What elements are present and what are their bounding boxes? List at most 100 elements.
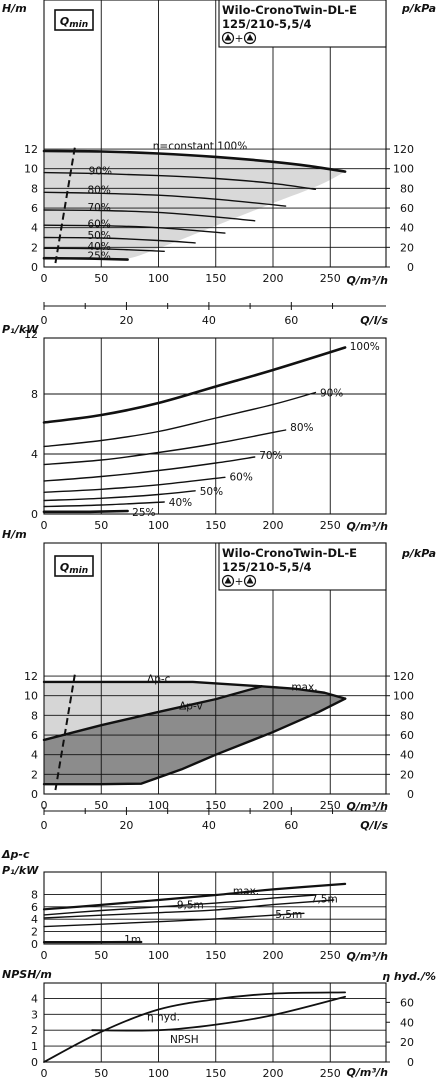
pump-icon-arrow xyxy=(224,34,232,41)
x-tick-label: 250 xyxy=(320,272,341,285)
title-box xyxy=(218,542,387,591)
x-tick-label: 50 xyxy=(94,949,108,962)
x-tick-label: 150 xyxy=(205,949,226,962)
qmin-box xyxy=(54,555,94,577)
secondary-x-tick-label: 60 xyxy=(284,819,298,832)
y-axis-title: H/m xyxy=(2,528,27,541)
y-tick-label: 0 xyxy=(31,1056,38,1069)
title-line-2: 125/210-5,5/4 xyxy=(222,17,312,31)
pump-icon-arrow xyxy=(246,34,254,41)
x-axis-title: Q/m³/h xyxy=(347,520,389,533)
x-tick-label: 250 xyxy=(320,519,341,532)
x-tick-label: 250 xyxy=(320,1067,341,1080)
x-axis-title: Q/m³/h xyxy=(347,950,389,963)
x-axis-title: Q/m³/h xyxy=(347,800,389,813)
secondary-x-tick-label: 40 xyxy=(202,819,216,832)
y-tick-label: 12 xyxy=(24,143,38,156)
series-9,5m xyxy=(43,894,317,916)
series-90% xyxy=(43,391,317,448)
y-tick-label: 0 xyxy=(31,261,38,274)
y-axis-title: H/m xyxy=(2,2,27,15)
series-70% xyxy=(43,209,256,222)
title-line-1: Wilo-CronoTwin-DL-E xyxy=(222,546,357,560)
y-tick-label: 12 xyxy=(24,328,38,341)
x-tick-label: 50 xyxy=(94,519,108,532)
y-tick-label: 4 xyxy=(31,749,38,762)
series-60% xyxy=(43,224,226,234)
series-Δp-v xyxy=(42,685,263,742)
x-tick-label: 150 xyxy=(205,272,226,285)
y-right-axis-title: p/kPa xyxy=(401,547,436,560)
qmin-box xyxy=(54,9,94,31)
plot-frame xyxy=(43,982,387,1063)
series-5,5m xyxy=(43,912,305,928)
curve-label: 90% xyxy=(89,166,112,178)
y-tick-label: 4 xyxy=(31,222,38,235)
x-tick-label: 250 xyxy=(320,949,341,962)
curve-label: 25% xyxy=(132,507,155,519)
curve-label: NPSH xyxy=(170,1034,199,1046)
y-right-tick-label: 20 xyxy=(400,768,414,781)
plus-sign: + xyxy=(235,33,244,45)
y-tick-label: 4 xyxy=(31,913,38,926)
curve-label: 9,5m xyxy=(177,899,204,911)
title-line-2: 125/210-5,5/4 xyxy=(222,560,312,574)
pump-icon-arrow xyxy=(246,577,254,584)
x-tick-label: 50 xyxy=(94,799,108,812)
y-tick-label: 2 xyxy=(31,1024,38,1037)
chart-1: 0 50 100 150 200 250024681012020406080100120H… xyxy=(2,0,436,327)
x-tick-label: 200 xyxy=(263,799,284,812)
series-η hyd. xyxy=(43,991,346,1063)
qmin-line xyxy=(54,146,76,264)
y-axis-title: Δp-c xyxy=(1,848,30,861)
y-right-tick-label: 0 xyxy=(407,1056,414,1069)
curve-label: Δp-v xyxy=(179,701,203,713)
x-tick-label: 0 xyxy=(41,1067,48,1080)
series-NPSH xyxy=(91,995,346,1032)
y-tick-label: 8 xyxy=(31,182,38,195)
series-50% xyxy=(43,236,196,244)
series-80% xyxy=(43,191,287,207)
curve-label: 60% xyxy=(229,472,252,484)
x-tick-label: 0 xyxy=(41,949,48,962)
series-max. xyxy=(42,882,347,911)
series-25% xyxy=(42,509,129,514)
y-right-tick-label: 20 xyxy=(400,241,414,254)
curve-label: 50% xyxy=(88,230,111,242)
y-right-tick-label: 80 xyxy=(400,182,414,195)
curve-label: 60% xyxy=(88,219,111,231)
series-40% xyxy=(43,247,165,252)
y-right-tick-label: 40 xyxy=(400,749,414,762)
y-right-tick-label: 40 xyxy=(400,222,414,235)
plot-frame xyxy=(43,337,387,515)
y-right-tick-label: 60 xyxy=(400,996,414,1009)
plot-frame xyxy=(43,542,387,795)
series-50% xyxy=(43,490,196,502)
curve-label: 80% xyxy=(290,422,313,434)
series-80% xyxy=(43,429,287,466)
min-curve xyxy=(42,697,347,786)
y-axis-title-line2: P₁/kW xyxy=(2,864,39,877)
x-tick-label: 150 xyxy=(205,519,226,532)
secondary-x-tick-label: 60 xyxy=(284,314,298,327)
secondary-x-tick-label: 0 xyxy=(41,314,48,327)
y-right-tick-label: 20 xyxy=(400,1036,414,1049)
y-right-tick-label: 120 xyxy=(393,143,414,156)
curve-label: 70% xyxy=(259,450,282,462)
y-tick-label: 8 xyxy=(31,888,38,901)
secondary-x-tick-label: 20 xyxy=(119,819,133,832)
y-axis-title: NPSH/m xyxy=(2,968,52,981)
x-tick-label: 100 xyxy=(148,799,169,812)
y-tick-label: 0 xyxy=(31,788,38,801)
y-right-tick-label: 80 xyxy=(400,709,414,722)
y-tick-label: 12 xyxy=(24,670,38,683)
curve-label: 5,5m xyxy=(275,909,302,921)
series-40% xyxy=(43,501,165,508)
x-tick-label: 200 xyxy=(263,949,284,962)
curve-label: 7,5m xyxy=(311,894,338,906)
series-7,5m xyxy=(43,899,335,919)
y-right-tick-label: 60 xyxy=(400,729,414,742)
